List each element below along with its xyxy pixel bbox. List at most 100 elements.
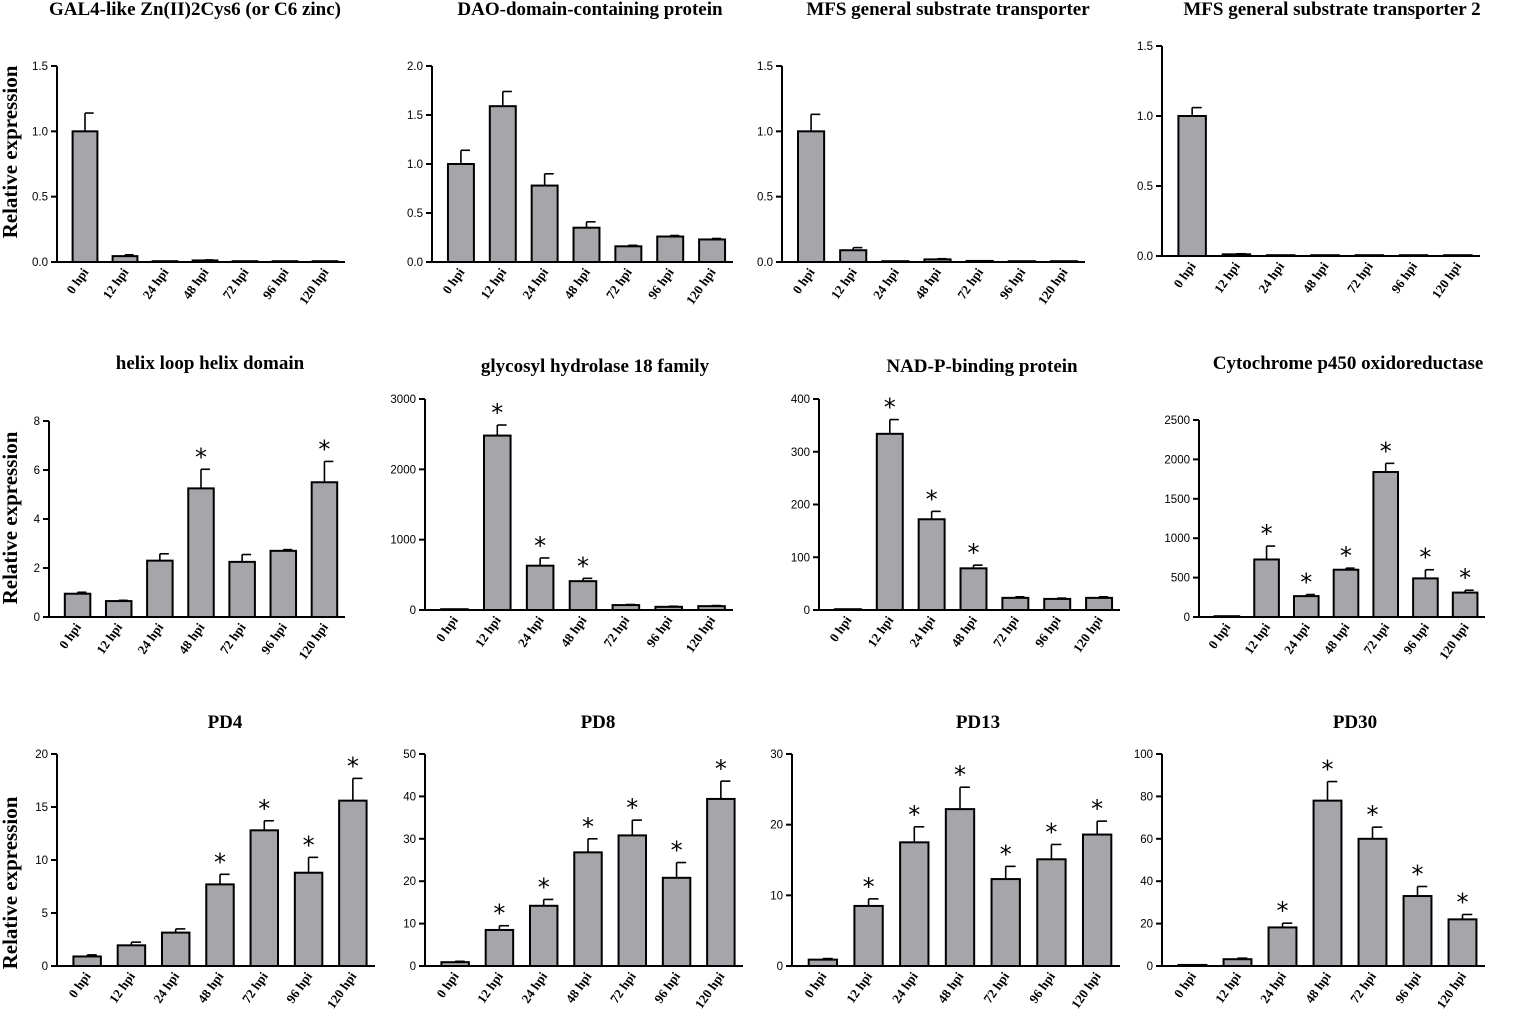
bar-12-hpi xyxy=(488,105,517,264)
y-tick-label: 4 xyxy=(34,514,41,526)
x-tick-label: 0 hpi xyxy=(1205,620,1233,652)
bar-12-hpi xyxy=(1222,958,1253,968)
significance-star: * xyxy=(538,873,550,901)
x-tick-label: 96 hpi xyxy=(1392,969,1424,1006)
chart-panel-5: helix loop helix domain 0 2 4 6 8 0 hpi 12 hpi 2… xyxy=(34,353,345,662)
y-tick-label: 0.5 xyxy=(1137,181,1153,193)
bar-48-hpi xyxy=(1312,799,1343,968)
bar-48-hpi xyxy=(205,883,235,968)
x-tick-label: 24 hpi xyxy=(134,620,166,657)
bar-12-hpi xyxy=(111,255,139,263)
x-tick-label: 72 hpi xyxy=(954,265,986,302)
bar-0-hpi xyxy=(440,608,469,612)
bar-72-hpi xyxy=(1372,471,1400,618)
x-tick-label: 48 hpi xyxy=(562,969,594,1006)
chart-panel-12: PD30 0 20 40 60 80 100 0 hpi 12 hpi * 24 hpi * 48 hp… xyxy=(1134,712,1485,1011)
y-tick-label: 300 xyxy=(791,447,810,459)
bar-0-hpi xyxy=(63,592,92,618)
bar-12-hpi xyxy=(483,434,512,611)
y-tick-label: 20 xyxy=(35,749,48,761)
x-tick-label: 0 hpi xyxy=(1171,969,1199,1001)
bar-12-hpi xyxy=(104,600,133,619)
x-tick-label: 120 hpi xyxy=(1436,620,1472,662)
y-tick-label: 10 xyxy=(35,855,48,867)
bar-0-hpi xyxy=(72,955,102,968)
y-tick-label: 30 xyxy=(770,749,783,761)
significance-star: * xyxy=(347,752,359,780)
y-tick-label: 20 xyxy=(1140,919,1153,931)
chart-panel-4: MFS general substrate transporter 2 0.0 0.… xyxy=(1137,0,1481,301)
x-tick-label: 12 hpi xyxy=(843,969,875,1006)
y-tick-label: 0 xyxy=(1147,961,1153,973)
row-label-2: Relative expression xyxy=(0,431,22,604)
x-tick-label: 0 hpi xyxy=(826,613,854,645)
chart-panel-10: PD8 0 10 20 30 40 50 0 hpi * 12 hpi * 24 hpi * 48 hpi… xyxy=(403,712,743,1011)
chart-title: NAD-P-binding protein xyxy=(886,356,1078,377)
x-tick-label: 120 hpi xyxy=(1070,613,1106,655)
x-tick-label: 72 hpi xyxy=(1344,259,1376,296)
bar-120-hpi xyxy=(697,605,726,611)
significance-star: * xyxy=(1457,888,1469,916)
x-tick-label: 48 hpi xyxy=(934,969,966,1006)
significance-star: * xyxy=(258,795,270,823)
y-tick-label: 100 xyxy=(1134,749,1153,761)
bar-120-hpi xyxy=(1447,918,1478,967)
x-tick-label: 0 hpi xyxy=(439,265,467,297)
x-tick-label: 96 hpi xyxy=(258,620,290,657)
x-tick-label: 12 hpi xyxy=(477,265,509,302)
chart-title: GAL4-like Zn(II)2Cys6 (or C6 zinc) xyxy=(49,0,341,20)
bar-96-hpi xyxy=(1007,260,1036,264)
x-tick-label: 12 hpi xyxy=(106,969,138,1006)
chart-panel-8: Cytochrome p450 oxidoreductase 0 500 1000 15… xyxy=(1164,353,1485,662)
bar-48-hpi xyxy=(187,487,215,618)
x-tick-label: 120 hpi xyxy=(1068,969,1104,1011)
x-tick-label: 96 hpi xyxy=(259,265,291,302)
y-tick-label: 2000 xyxy=(1164,454,1190,466)
y-axis-label: Relative expression xyxy=(0,65,22,238)
row-label-3: Relative expression xyxy=(0,796,22,969)
x-tick-label: 48 hpi xyxy=(194,969,226,1006)
x-tick-label: 96 hpi xyxy=(1032,613,1064,650)
y-tick-label: 200 xyxy=(791,500,810,512)
y-axis-label: Relative expression xyxy=(0,431,22,604)
bar-72-hpi xyxy=(1001,596,1030,611)
bar-96-hpi xyxy=(271,260,299,264)
x-tick-label: 24 hpi xyxy=(1281,620,1313,657)
significance-star: * xyxy=(493,900,505,928)
significance-star: * xyxy=(1045,818,1057,846)
x-tick-label: 12 hpi xyxy=(99,265,131,302)
significance-star: * xyxy=(884,394,896,422)
y-tick-label: 1.0 xyxy=(1137,111,1153,123)
x-tick-label: 24 hpi xyxy=(889,969,921,1006)
bar-72-hpi xyxy=(965,259,994,264)
x-tick-label: 24 hpi xyxy=(1255,259,1287,296)
bar-24-hpi xyxy=(1265,254,1296,257)
bar-120-hpi xyxy=(698,238,727,264)
significance-star: * xyxy=(582,813,594,841)
x-tick-label: 72 hpi xyxy=(990,613,1022,650)
chart-title: PD4 xyxy=(208,712,243,733)
y-tick-label: 100 xyxy=(791,552,810,564)
significance-star: * xyxy=(1322,756,1334,784)
x-tick-label: 0 hpi xyxy=(1170,259,1198,291)
bar-120-hpi xyxy=(311,260,339,264)
significance-star: * xyxy=(491,399,503,427)
x-tick-label: 48 hpi xyxy=(175,620,207,657)
x-tick-label: 72 hpi xyxy=(600,613,632,650)
chart-panel-6: glycosyl hydrolase 18 family 0 1000 2000 300… xyxy=(390,356,733,655)
x-tick-label: 120 hpi xyxy=(1433,969,1469,1011)
chart-title: DAO-domain-containing protein xyxy=(457,0,723,20)
significance-star: * xyxy=(1340,542,1352,570)
x-tick-label: 48 hpi xyxy=(179,265,211,302)
x-tick-label: 12 hpi xyxy=(828,265,860,302)
bar-72-hpi xyxy=(228,560,256,618)
y-tick-label: 60 xyxy=(1140,834,1153,846)
y-tick-label: 10 xyxy=(770,890,783,902)
x-tick-label: 96 hpi xyxy=(1400,620,1432,657)
y-tick-label: 15 xyxy=(35,802,48,814)
x-tick-label: 120 hpi xyxy=(682,613,718,655)
chart-panel-9: PD4 0 5 10 15 20 0 hpi 12 hpi 24 hpi * 48 hpi * 72 h… xyxy=(35,712,375,1011)
significance-star: * xyxy=(1419,544,1431,572)
y-tick-label: 0.5 xyxy=(757,192,773,204)
